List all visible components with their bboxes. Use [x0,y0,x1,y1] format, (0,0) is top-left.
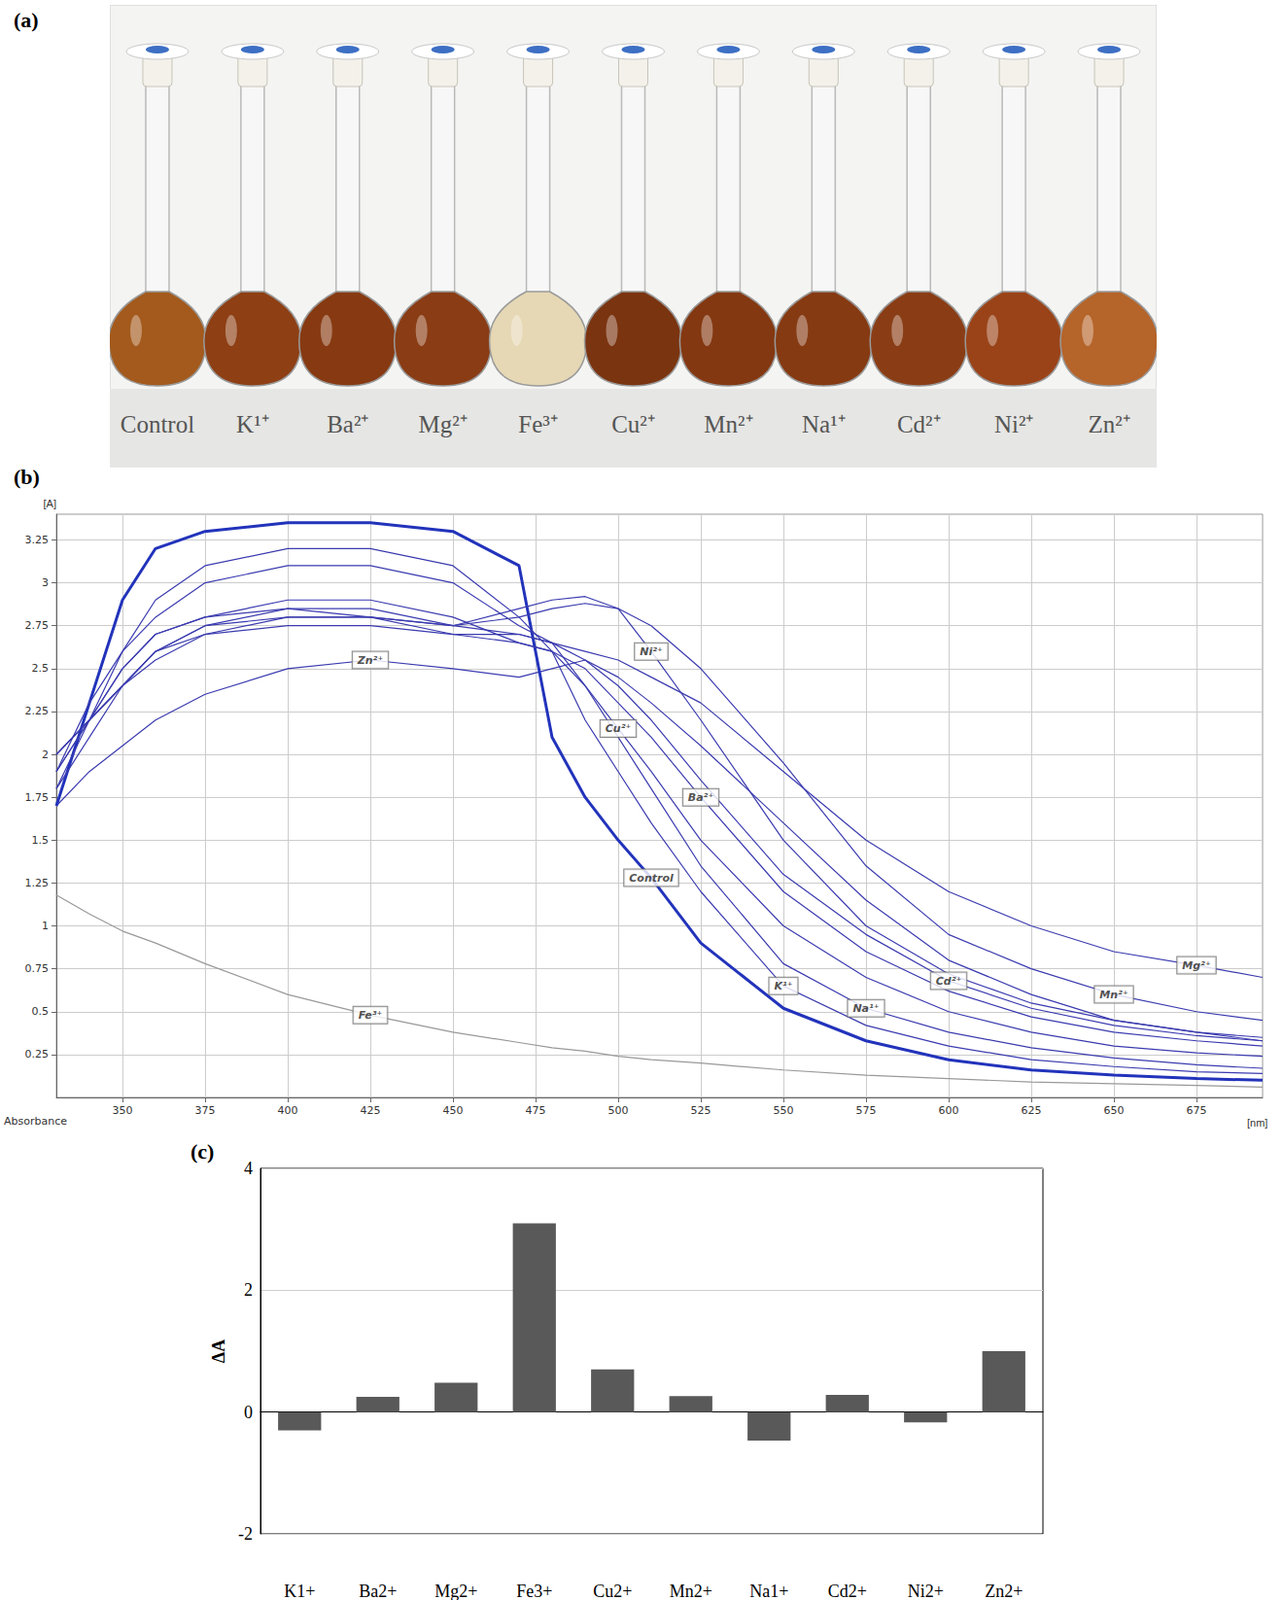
svg-text:Fe³⁺: Fe³⁺ [518,411,558,438]
svg-text:K1+: K1+ [283,1581,315,1600]
svg-text:Mn2+: Mn2+ [669,1581,713,1600]
svg-text:Zn²⁺: Zn²⁺ [356,654,384,667]
svg-text:[nm]: [nm] [1247,1116,1268,1129]
svg-text:Fe³⁺: Fe³⁺ [358,1008,383,1022]
svg-text:Control: Control [628,871,674,885]
svg-text:Ba²⁺: Ba²⁺ [688,791,715,804]
svg-text:475: 475 [525,1104,547,1117]
svg-text:K¹⁺: K¹⁺ [773,979,793,993]
svg-text:2: 2 [41,748,49,762]
svg-text:3.25: 3.25 [25,533,50,547]
svg-text:Ba2+: Ba2+ [358,1581,397,1600]
svg-text:Cu2+: Cu2+ [592,1581,632,1600]
svg-text:4: 4 [243,1158,253,1179]
svg-text:0.75: 0.75 [25,962,50,975]
svg-text:525: 525 [691,1104,712,1117]
svg-text:Cd2+: Cd2+ [828,1581,867,1600]
svg-text:Ba²⁺: Ba²⁺ [326,411,369,438]
svg-text:[A]: [A] [43,497,57,510]
svg-text:350: 350 [112,1104,134,1117]
svg-text:550: 550 [773,1104,795,1117]
html-text:(a): (a) [13,7,39,33]
svg-text:600: 600 [938,1104,960,1117]
svg-text:2.5: 2.5 [32,661,50,675]
svg-text:Control: Control [120,411,195,438]
svg-text:0.5: 0.5 [32,1005,50,1018]
svg-text:575: 575 [856,1104,877,1117]
svg-text:3: 3 [41,576,49,590]
svg-text:Cd²⁺: Cd²⁺ [897,411,941,438]
svg-text:Mg²⁺: Mg²⁺ [1181,959,1212,972]
svg-text:2.25: 2.25 [25,704,50,718]
svg-text:Mg²⁺: Mg²⁺ [418,411,468,438]
svg-text:Ni²⁺: Ni²⁺ [994,411,1035,438]
svg-text:Ni2+: Ni2+ [907,1581,944,1600]
svg-text:Mn²⁺: Mn²⁺ [703,411,753,438]
svg-text:Absorbance: Absorbance [3,1114,68,1128]
svg-text:375: 375 [195,1104,216,1117]
svg-text:Zn2+: Zn2+ [984,1581,1023,1600]
svg-text:ΔA: ΔA [208,1339,229,1363]
svg-text:1: 1 [41,919,49,933]
svg-text:Cu²⁺: Cu²⁺ [605,722,632,735]
svg-text:Zn²⁺: Zn²⁺ [1087,411,1130,438]
svg-text:450: 450 [443,1104,464,1117]
svg-text:1.75: 1.75 [25,791,50,804]
svg-text:1.25: 1.25 [25,876,50,890]
html-text:(b): (b) [13,464,40,489]
svg-text:650: 650 [1104,1104,1125,1117]
svg-text:625: 625 [1021,1104,1042,1117]
svg-text:0: 0 [243,1402,253,1422]
svg-text:K¹⁺: K¹⁺ [236,411,270,438]
svg-text:425: 425 [360,1104,382,1117]
svg-text:2.75: 2.75 [25,619,50,632]
svg-text:-2: -2 [238,1524,253,1544]
svg-text:Mn²⁺: Mn²⁺ [1099,988,1129,1002]
html-text:(c): (c) [190,1139,215,1164]
svg-text:Cu²⁺: Cu²⁺ [611,411,656,438]
svg-text:Fe3+: Fe3+ [516,1581,553,1600]
svg-text:Mg2+: Mg2+ [434,1581,478,1600]
svg-text:Ni²⁺: Ni²⁺ [639,645,663,659]
svg-text:Na1+: Na1+ [749,1581,789,1600]
svg-text:0.25: 0.25 [25,1047,50,1061]
svg-text:500: 500 [608,1104,629,1117]
svg-text:Na¹⁺: Na¹⁺ [852,1002,879,1015]
svg-text:2: 2 [243,1280,253,1300]
svg-text:400: 400 [277,1104,299,1117]
svg-text:1.5: 1.5 [32,833,50,847]
svg-text:675: 675 [1186,1104,1208,1117]
svg-text:Na¹⁺: Na¹⁺ [801,411,846,438]
svg-text:Cd²⁺: Cd²⁺ [936,974,963,988]
